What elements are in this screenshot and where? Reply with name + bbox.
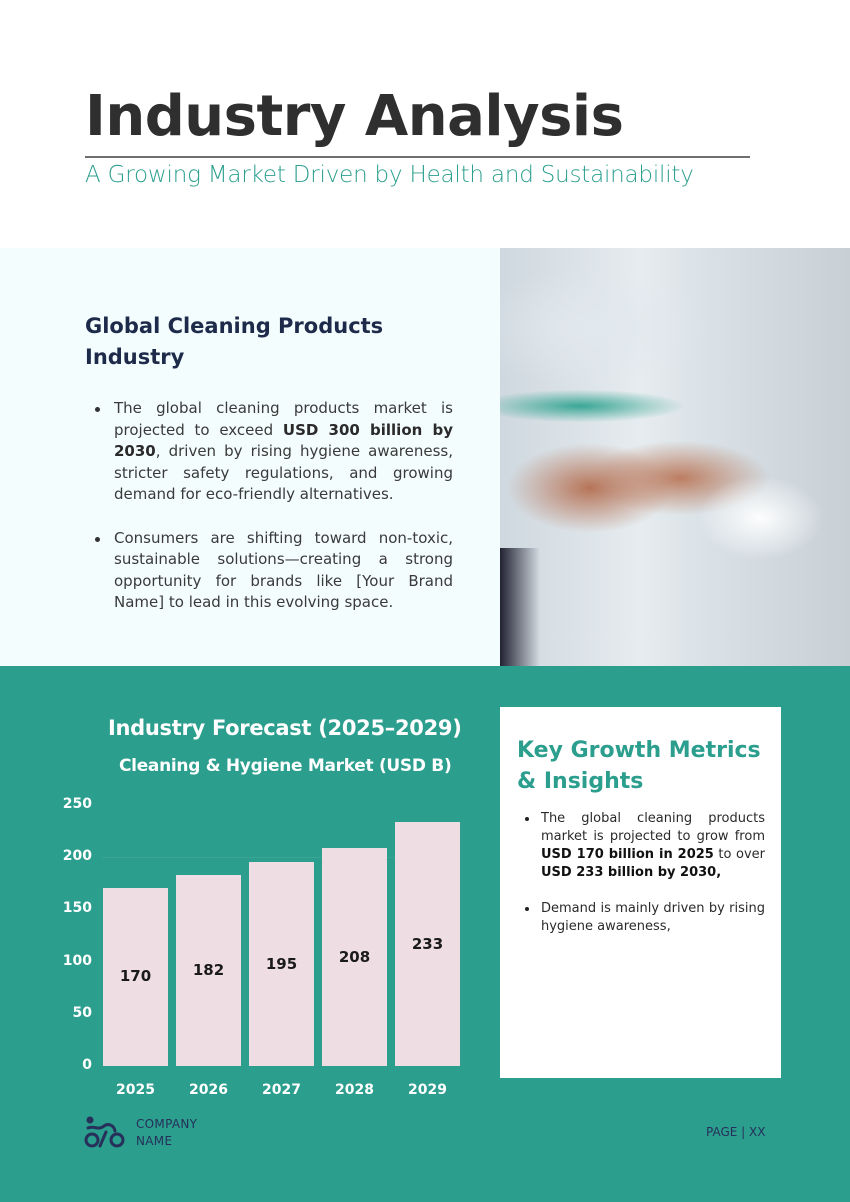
cleaning-photo xyxy=(500,248,850,666)
bar-2026: 182 xyxy=(176,875,241,1066)
bar-value-label: 208 xyxy=(338,948,371,966)
title-divider xyxy=(85,156,750,158)
y-tick: 0 xyxy=(82,1057,92,1073)
x-tick: 2025 xyxy=(116,1082,155,1098)
bar-2028: 208 xyxy=(322,848,387,1066)
page-header: Industry Analysis A Growing Market Drive… xyxy=(0,0,850,248)
key-metrics-card: Key Growth Metrics & Insights The global… xyxy=(500,707,781,1078)
y-tick: 200 xyxy=(62,848,92,864)
photo-shadow xyxy=(500,548,540,666)
company-logo-icon xyxy=(84,1116,125,1148)
bullet-text: Consumers are shifting toward non-toxic,… xyxy=(114,528,453,612)
metrics-bullet: Demand is mainly driven by rising hygien… xyxy=(524,900,765,936)
bullet-text: The global cleaning products market is p… xyxy=(541,811,765,844)
metrics-heading: Key Growth Metrics & Insights xyxy=(517,738,761,794)
metrics-bullet: The global cleaning products market is p… xyxy=(524,810,765,882)
intro-bullet: Consumers are shifting toward non-toxic,… xyxy=(93,528,453,614)
bar-value-label: 233 xyxy=(411,935,444,953)
chart-subtitle: Cleaning & Hygiene Market (USD B) xyxy=(119,756,452,776)
intro-bullet: The global cleaning products market is p… xyxy=(93,398,453,506)
bar-value-label: 195 xyxy=(265,955,298,973)
bullet-highlight: USD 233 billion by 2030, xyxy=(541,865,722,880)
bullet-highlight: USD 300 billion by 2030 xyxy=(114,420,454,461)
x-tick: 2029 xyxy=(408,1082,447,1098)
intro-heading: Global Cleaning Products Industry xyxy=(85,314,384,369)
intro-section: Global Cleaning Products Industry The gl… xyxy=(0,248,500,666)
bullet-highlight: USD 170 billion in 2025 xyxy=(541,847,714,862)
y-tick: 150 xyxy=(62,900,92,916)
y-tick: 100 xyxy=(62,953,92,969)
page-subtitle: A Growing Market Driven by Health and Su… xyxy=(85,162,694,188)
metrics-bullet-list: The global cleaning products market is p… xyxy=(524,810,765,954)
bar-2029: 233 xyxy=(395,822,460,1066)
bullet-text: , driven by rising hygiene awareness, st… xyxy=(114,442,453,503)
bar-value-label: 182 xyxy=(192,961,225,979)
chart-title: Industry Forecast (2025–2029) xyxy=(108,716,462,740)
page-title: Industry Analysis xyxy=(85,84,624,149)
bar-2027: 195 xyxy=(249,862,314,1066)
x-tick: 2028 xyxy=(335,1082,374,1098)
y-tick: 50 xyxy=(72,1005,92,1021)
grid-line xyxy=(102,857,460,858)
y-tick: 250 xyxy=(62,796,92,812)
page-number: PAGE | XX xyxy=(706,1125,766,1139)
bar-chart: 250 200 150 100 50 0 170 182 195 208 233… xyxy=(50,790,470,1100)
x-tick: 2027 xyxy=(262,1082,301,1098)
bar-value-label: 170 xyxy=(119,967,152,985)
bullet-text: to over xyxy=(713,847,765,862)
company-name-line1: COMPANY xyxy=(136,1117,198,1131)
bar-2025: 170 xyxy=(103,888,168,1066)
bullet-text: Demand is mainly driven by rising hygien… xyxy=(541,901,765,934)
company-name-line2: NAME xyxy=(136,1134,173,1148)
bullet-text: The global cleaning products market is p… xyxy=(114,399,453,439)
x-tick: 2026 xyxy=(189,1082,228,1098)
intro-bullet-list: The global cleaning products market is p… xyxy=(93,398,453,636)
company-name: COMPANY NAME xyxy=(136,1116,197,1150)
